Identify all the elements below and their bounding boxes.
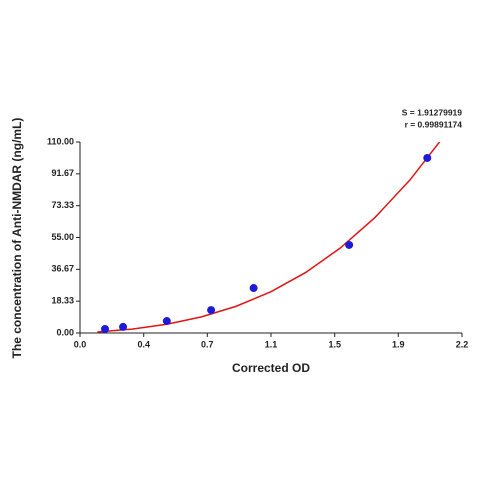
x-tick-label: 1.9 (392, 339, 405, 349)
data-point (207, 306, 216, 315)
data-point (101, 325, 110, 334)
x-tick-label: 1.5 (328, 339, 341, 349)
y-tick-label: 73.33 (51, 200, 74, 210)
annotation: r = 0.99891174 (405, 119, 463, 129)
y-tick-label: 18.33 (51, 296, 74, 306)
plot-area (97, 142, 441, 333)
data-point (423, 153, 432, 162)
y-tick-label: 110.00 (47, 136, 74, 146)
x-tick-label: 2.2 (456, 339, 469, 349)
y-tick-label: 55.00 (51, 232, 74, 242)
annotation: S = 1.91279919 (402, 107, 463, 117)
y-tick-label: 91.67 (51, 168, 74, 178)
data-point (345, 240, 354, 249)
data-point (119, 322, 128, 331)
x-tick-label: 1.1 (265, 339, 278, 349)
y-axis-label: The concentration of Anti-NMDAR (ng/mL) (10, 118, 24, 359)
y-tick-label: 36.67 (51, 264, 74, 274)
x-tick-label: 0.7 (201, 339, 214, 349)
x-axis-label: Corrected OD (232, 361, 310, 375)
x-tick-label: 0.0 (74, 339, 87, 349)
x-tick-label: 0.4 (137, 339, 150, 349)
data-point (249, 284, 258, 293)
data-point (162, 317, 171, 326)
y-tick-label: 0.00 (56, 327, 74, 337)
fit-curve (97, 142, 441, 333)
